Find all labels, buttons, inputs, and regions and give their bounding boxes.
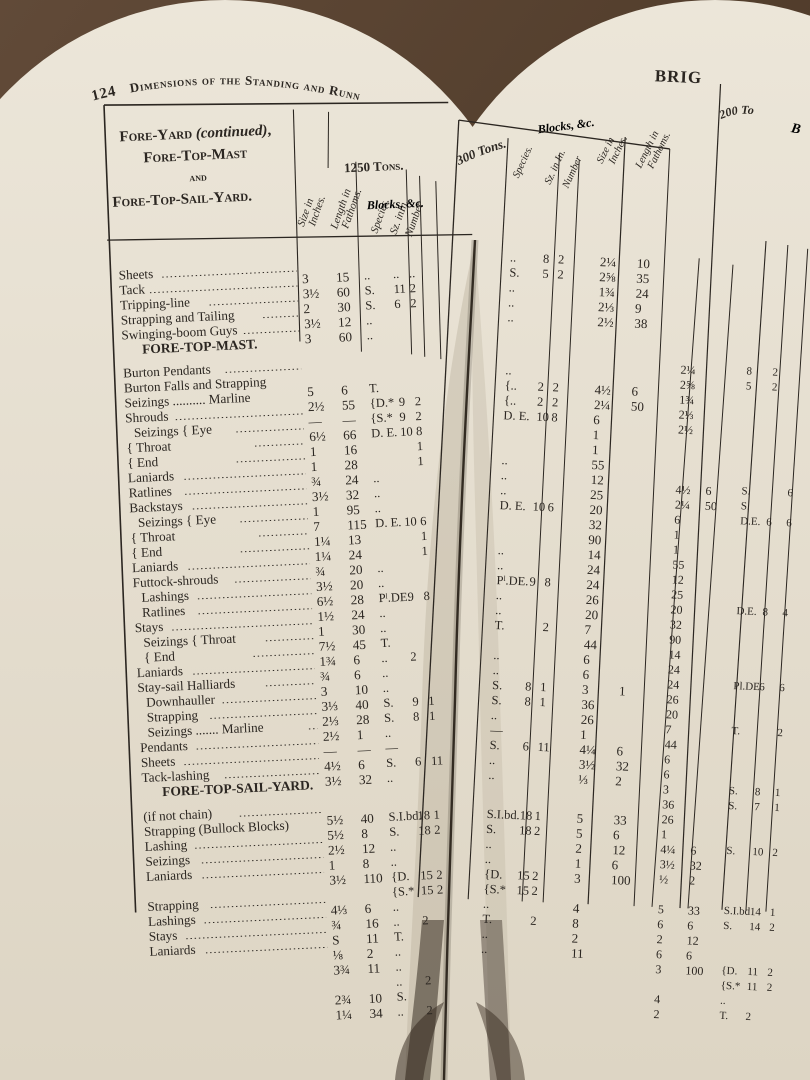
svg-text:B: B <box>789 121 802 138</box>
svg-text:Blocks, &c.: Blocks, &c. <box>366 196 425 213</box>
svg-text:200 To: 200 To <box>716 101 755 123</box>
